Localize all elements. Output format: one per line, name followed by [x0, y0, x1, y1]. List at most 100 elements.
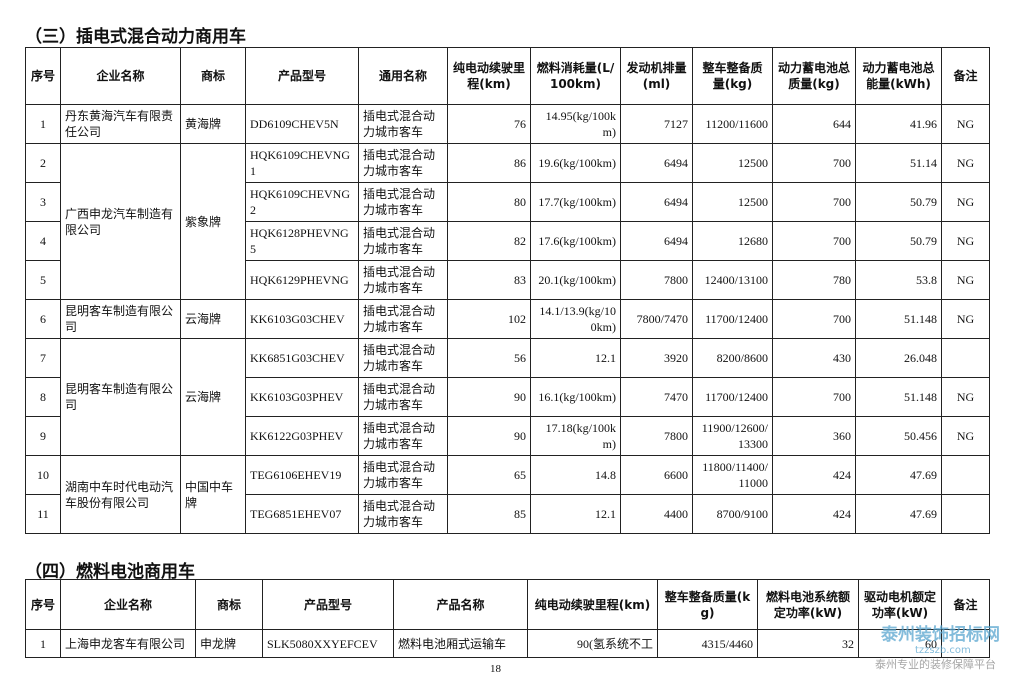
table-cell: 17.6(kg/100km) — [530, 221, 621, 261]
header-cell: 动力蓄电池总质量(kg) — [772, 47, 856, 105]
table-cell: 90(氢系统不工 — [527, 629, 658, 658]
header-cell: 燃料消耗量(L/100km) — [530, 47, 621, 105]
table-cell: 700 — [772, 143, 856, 183]
table-cell: 11900/12600/13300 — [692, 416, 773, 456]
table-cell: NG — [941, 260, 990, 300]
table-cell: 4400 — [620, 494, 693, 534]
table-cell: 8200/8600 — [692, 338, 773, 378]
table-cell: 7 — [25, 338, 61, 378]
table-cell: 9 — [25, 416, 61, 456]
table-cell: 插电式混合动力城市客车 — [358, 260, 448, 300]
watermark-slogan: 泰州专业的装修保障平台 — [875, 658, 996, 671]
table-cell: 20.1(kg/100km) — [530, 260, 621, 300]
header-cell: 企业名称 — [60, 47, 181, 105]
table-cell: 85 — [447, 494, 531, 534]
table-cell: 65 — [447, 455, 531, 495]
table-row: 5 HQK6129PHEVNG 插电式混合动力城市客车 83 20.1(kg/100km… — [25, 260, 990, 300]
table-cell: 80 — [447, 182, 531, 222]
table-cell: 1 — [25, 629, 61, 658]
table-cell: 12400/13100 — [692, 260, 773, 300]
table-cell: 插电式混合动力城市客车 — [358, 416, 448, 456]
table-cell: 102 — [447, 299, 531, 339]
table-row: 3 HQK6109CHEVNG2 插电式混合动力城市客车 80 17.7(kg/100k… — [25, 182, 990, 222]
table-cell: 47.69 — [855, 455, 942, 495]
watermark: 泰州装饰招标网 tzzszb.com 泰州专业的装修保障平台 — [855, 620, 1005, 672]
table-row: 10 湖南中车时代电动汽车股份有限公司 中国中车牌 TEG6106EHEV19 插电式混… — [25, 455, 990, 534]
table-cell: 16.1(kg/100km) — [530, 377, 621, 417]
table-cell: HQK6129PHEVNG — [245, 260, 359, 300]
table-cell: NG — [941, 182, 990, 222]
table-cell: HQK6109CHEVNG2 — [245, 182, 359, 222]
table-cell: 广西申龙汽车制造有限公司 — [60, 143, 181, 300]
table-cell: 700 — [772, 182, 856, 222]
header-cell: 产品型号 — [245, 47, 359, 105]
table-row: 1 上海申龙客车有限公司 申龙牌 SLK5080XXYEFCEV 燃料电池厢式运输车 90… — [25, 629, 990, 658]
table-cell: 53.8 — [855, 260, 942, 300]
table-cell: 6494 — [620, 221, 693, 261]
table-cell: 12500 — [692, 143, 773, 183]
table-cell: 12.1 — [530, 338, 621, 378]
table-cell: 50.79 — [855, 182, 942, 222]
table-cell: HQK6109CHEVNG1 — [245, 143, 359, 183]
table-cell: 2 — [25, 143, 61, 183]
table-cell: 黄海牌 — [180, 104, 246, 144]
table-cell: 17.18(kg/100km) — [530, 416, 621, 456]
table-cell: 12500 — [692, 182, 773, 222]
table-cell: 76 — [447, 104, 531, 144]
table-cell: 7800 — [620, 416, 693, 456]
table-cell: 插电式混合动力城市客车 — [358, 377, 448, 417]
header-cell: 商标 — [180, 47, 246, 105]
table-cell: 26.048 — [855, 338, 942, 378]
table-cell: 6494 — [620, 143, 693, 183]
table-cell: 700 — [772, 221, 856, 261]
table-cell: 湖南中车时代电动汽车股份有限公司 — [60, 455, 181, 534]
table: 序号 企业名称 商标 产品型号 通用名称 纯电动续驶里程(km) 燃料消耗量(L/100km… — [25, 47, 990, 534]
table-cell — [941, 629, 990, 658]
table-row: 2 广西申龙汽车制造有限公司 紫象牌 HQK6109CHEVNG1 插电式混合动力城市客… — [25, 143, 990, 300]
watermark-name: 泰州装饰招标网 — [881, 625, 1000, 645]
table-cell: 50.79 — [855, 221, 942, 261]
table-cell: 云海牌 — [180, 338, 246, 456]
header-row: 序号 企业名称 商标 产品型号 产品名称 纯电动续驶里程(km) 整车整备质量(kg) 燃料电… — [25, 579, 990, 630]
table-cell: 8700/9100 — [692, 494, 773, 534]
table-cell: 10 — [25, 455, 61, 495]
table-cell: 3 — [25, 182, 61, 222]
table-cell: KK6103G03PHEV — [245, 377, 359, 417]
table-row: 8 KK6103G03PHEV 插电式混合动力城市客车 90 16.1(kg/100km… — [25, 377, 990, 417]
table-cell: SLK5080XXYEFCEV — [262, 629, 394, 658]
table-cell: HQK6128PHEVNG5 — [245, 221, 359, 261]
table-cell: 86 — [447, 143, 531, 183]
table-cell: 昆明客车制造有限公司 — [60, 338, 181, 456]
table-cell: 700 — [772, 377, 856, 417]
table-cell: 12.1 — [530, 494, 621, 534]
table-cell: KK6103G03CHEV — [245, 299, 359, 339]
table-cell: NG — [941, 377, 990, 417]
table-cell: 丹东黄海汽车有限责任公司 — [60, 104, 181, 144]
table-cell: 6 — [25, 299, 61, 339]
table: 序号 企业名称 商标 产品型号 产品名称 纯电动续驶里程(km) 整车整备质量(kg) 燃料电… — [25, 579, 990, 658]
header-cell: 备注 — [941, 47, 990, 105]
table-cell: 插电式混合动力城市客车 — [358, 143, 448, 183]
table-cell: KK6122G03PHEV — [245, 416, 359, 456]
table-cell: NG — [941, 143, 990, 183]
table-cell: 56 — [447, 338, 531, 378]
table-cell: 3920 — [620, 338, 693, 378]
table-cell: 4315/4460 — [657, 629, 758, 658]
table-cell: 云海牌 — [180, 299, 246, 339]
header-cell: 通用名称 — [358, 47, 448, 105]
section-title: （四）燃料电池商用车 — [25, 562, 195, 582]
table-cell: NG — [941, 416, 990, 456]
table-cell: 插电式混合动力城市客车 — [358, 494, 448, 534]
header-cell: 纯电动续驶里程(km) — [527, 579, 658, 630]
table-cell: 5 — [25, 260, 61, 300]
watermark-url: tzzszb.com — [915, 645, 971, 656]
table-cell: 插电式混合动力城市客车 — [358, 182, 448, 222]
table-cell: 47.69 — [855, 494, 942, 534]
table-cell — [941, 494, 990, 534]
table-cell: NG — [941, 299, 990, 339]
table-row: 1 丹东黄海汽车有限责任公司 黄海牌 DD6109CHEV5N 插电式混合动力城市客车 7… — [25, 104, 990, 144]
table-cell: 19.6(kg/100km) — [530, 143, 621, 183]
table-cell: 644 — [772, 104, 856, 144]
table-cell: 中国中车牌 — [180, 455, 246, 534]
table-cell: 424 — [772, 455, 856, 495]
